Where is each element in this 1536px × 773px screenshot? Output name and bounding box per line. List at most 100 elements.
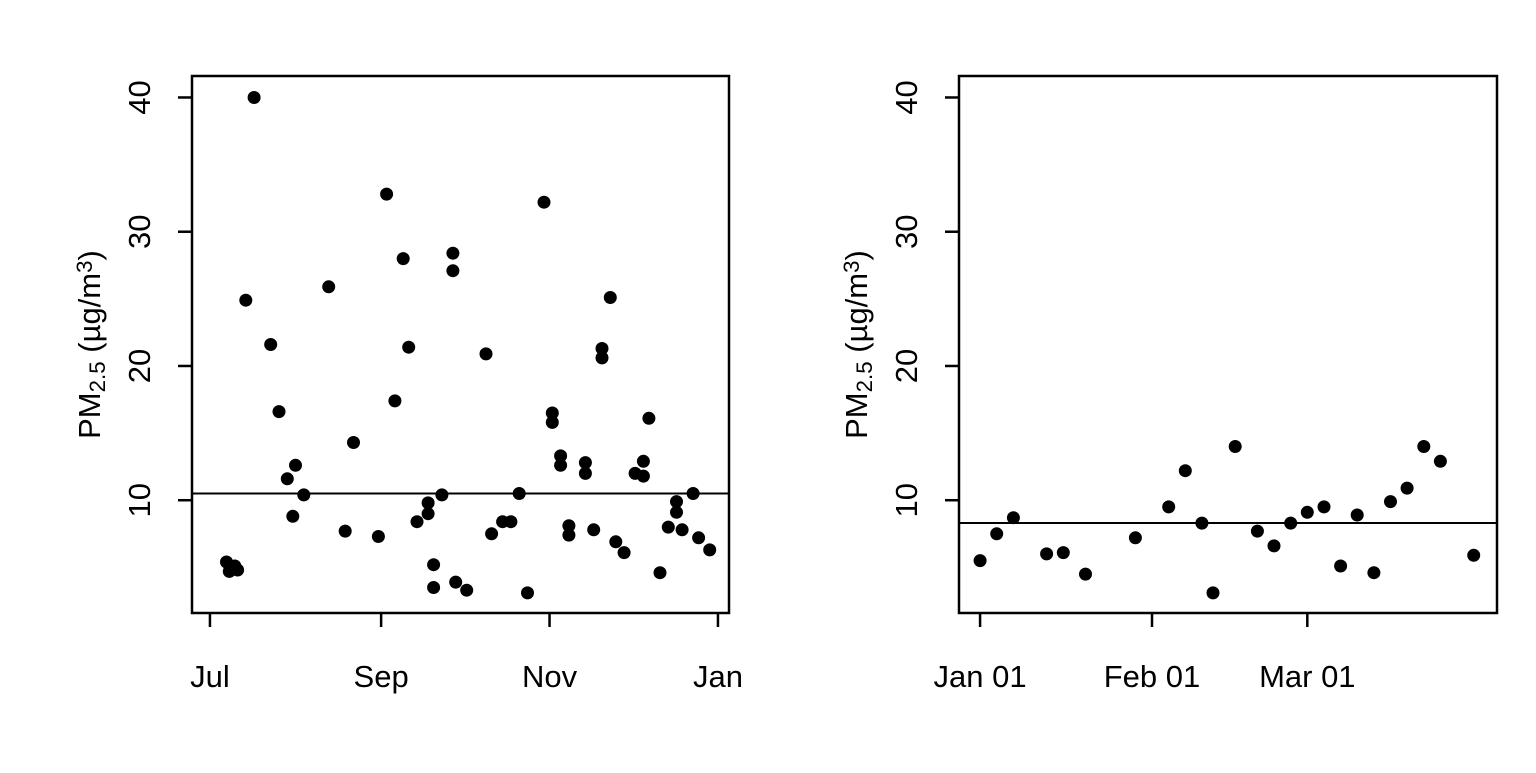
data-point	[603, 291, 617, 304]
x-tick-label: Feb 01	[1104, 659, 1201, 694]
y-axis-label: PM2.5 (µg/m3)	[839, 250, 877, 439]
data-point	[272, 405, 286, 419]
y-tick-label: 40	[122, 80, 157, 114]
data-point	[595, 351, 609, 365]
y-tick-label: 20	[889, 349, 924, 383]
data-point	[264, 338, 278, 351]
data-point	[1079, 567, 1092, 581]
data-point	[554, 449, 568, 463]
data-point	[661, 520, 675, 534]
data-point	[670, 505, 683, 519]
x-tick-label: Nov	[522, 659, 578, 694]
data-point	[609, 535, 623, 549]
y-tick-label: 40	[889, 80, 924, 114]
data-point	[231, 563, 245, 577]
data-point	[402, 340, 416, 354]
data-point	[380, 187, 394, 201]
data-point	[1433, 454, 1447, 468]
plot-box	[957, 74, 1499, 615]
data-point	[1128, 531, 1142, 545]
data-point	[1040, 547, 1054, 561]
data-point	[421, 507, 435, 521]
right-plot-panel: Jan 01 Feb 01 Mar 01 10 20 30 40 PM2.5 (µg/m3)	[839, 74, 1499, 694]
data-point	[1228, 440, 1242, 453]
y-axis-label: PM2.5 (µg/m3)	[72, 250, 110, 439]
data-point	[1250, 524, 1264, 538]
data-point	[396, 252, 410, 266]
data-point	[1162, 500, 1176, 514]
data-point	[1367, 566, 1381, 580]
data-points	[220, 91, 717, 600]
data-point	[703, 543, 717, 557]
data-point	[578, 466, 592, 480]
data-point	[686, 487, 700, 500]
y-tick-label: 10	[122, 483, 157, 517]
data-point	[1206, 586, 1220, 600]
data-point	[504, 515, 518, 529]
data-point	[973, 554, 987, 568]
data-point	[1195, 516, 1209, 530]
data-point	[479, 347, 493, 361]
data-point	[595, 342, 609, 355]
data-point	[347, 436, 360, 449]
x-tick-label: Jul	[190, 659, 230, 694]
x-tick-label: Sep	[354, 659, 409, 694]
data-point	[617, 546, 631, 560]
data-point	[427, 581, 441, 594]
data-point	[1334, 559, 1348, 573]
data-point	[460, 583, 474, 597]
x-tick-label: Jan	[693, 659, 743, 694]
plot-box	[190, 74, 731, 615]
data-point	[512, 487, 526, 500]
data-point	[239, 293, 253, 307]
data-point	[421, 496, 435, 510]
y-tick-label: 20	[122, 349, 157, 383]
data-point	[280, 472, 294, 486]
data-point	[636, 469, 650, 483]
data-point	[446, 264, 460, 278]
data-point	[554, 458, 568, 472]
data-point	[485, 527, 499, 541]
data-point	[1006, 511, 1020, 525]
data-point	[1384, 495, 1397, 509]
left-plot-panel: Jul Sep Nov Jan 10 20 30 40 PM2.5 (µg/m3)	[72, 74, 743, 694]
data-point	[587, 523, 601, 537]
data-point	[371, 530, 385, 543]
data-point	[1417, 440, 1431, 453]
data-point	[562, 519, 576, 533]
data-point	[338, 524, 352, 538]
data-point	[990, 527, 1004, 541]
data-point	[297, 488, 311, 502]
data-point	[670, 495, 683, 509]
data-point	[1178, 464, 1192, 478]
data-point	[545, 406, 559, 420]
data-points	[973, 440, 1481, 600]
data-point	[642, 411, 656, 425]
x-tick-label: Mar 01	[1259, 659, 1355, 694]
data-point	[1300, 505, 1314, 519]
x-tick-label: Jan 01	[934, 659, 1027, 694]
data-point	[692, 531, 706, 545]
data-point	[388, 394, 402, 408]
data-point	[636, 454, 650, 468]
data-point	[675, 523, 689, 537]
data-point	[562, 528, 576, 542]
data-point	[537, 195, 551, 209]
y-tick-label: 30	[122, 214, 157, 248]
data-point	[435, 488, 449, 502]
data-point	[1284, 516, 1298, 530]
data-point	[322, 280, 336, 294]
y-tick-label: 10	[889, 483, 924, 517]
data-point	[578, 456, 592, 470]
y-tick-label: 30	[889, 214, 924, 248]
data-point	[289, 458, 302, 472]
data-point	[410, 515, 424, 529]
data-point	[1467, 548, 1481, 562]
data-point	[521, 586, 534, 600]
data-point	[1350, 508, 1364, 522]
data-point	[247, 91, 261, 104]
data-point	[427, 558, 441, 572]
data-point	[545, 415, 559, 429]
